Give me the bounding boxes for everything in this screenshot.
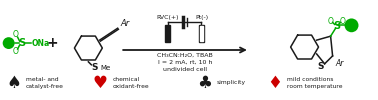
Text: undivided cell: undivided cell xyxy=(163,67,207,72)
Circle shape xyxy=(3,37,15,49)
Text: S: S xyxy=(18,38,25,48)
Text: metal- and
catalyst-free: metal- and catalyst-free xyxy=(26,76,64,88)
Text: S: S xyxy=(333,21,340,31)
Bar xyxy=(165,25,170,42)
Text: Me: Me xyxy=(100,65,111,71)
Text: S: S xyxy=(318,62,324,71)
Text: O: O xyxy=(328,17,333,26)
Text: ONa: ONa xyxy=(32,39,50,48)
Text: chemical
oxidant-free: chemical oxidant-free xyxy=(112,76,149,88)
Text: Ar: Ar xyxy=(336,59,344,68)
Text: RVC(+): RVC(+) xyxy=(156,15,179,20)
Text: Pt(-): Pt(-) xyxy=(195,15,208,20)
Text: ♦: ♦ xyxy=(267,74,282,92)
Text: +: + xyxy=(47,36,58,50)
Text: Ar: Ar xyxy=(120,19,130,28)
Text: S: S xyxy=(91,63,98,72)
Circle shape xyxy=(345,18,358,32)
Bar xyxy=(199,25,204,42)
Text: ♣: ♣ xyxy=(197,74,212,92)
Text: CH₃CN:H₂O, TBAB: CH₃CN:H₂O, TBAB xyxy=(157,53,213,58)
Text: mild conditions
room temperature: mild conditions room temperature xyxy=(287,76,342,88)
Text: O: O xyxy=(13,30,19,39)
Text: simplicity: simplicity xyxy=(217,80,246,85)
Text: O: O xyxy=(339,17,345,26)
Text: I = 2 mA, rt, 10 h: I = 2 mA, rt, 10 h xyxy=(158,60,212,65)
Text: ♠: ♠ xyxy=(6,74,21,92)
Text: ♥: ♥ xyxy=(93,74,108,92)
Text: O: O xyxy=(13,48,19,56)
Bar xyxy=(200,26,203,41)
